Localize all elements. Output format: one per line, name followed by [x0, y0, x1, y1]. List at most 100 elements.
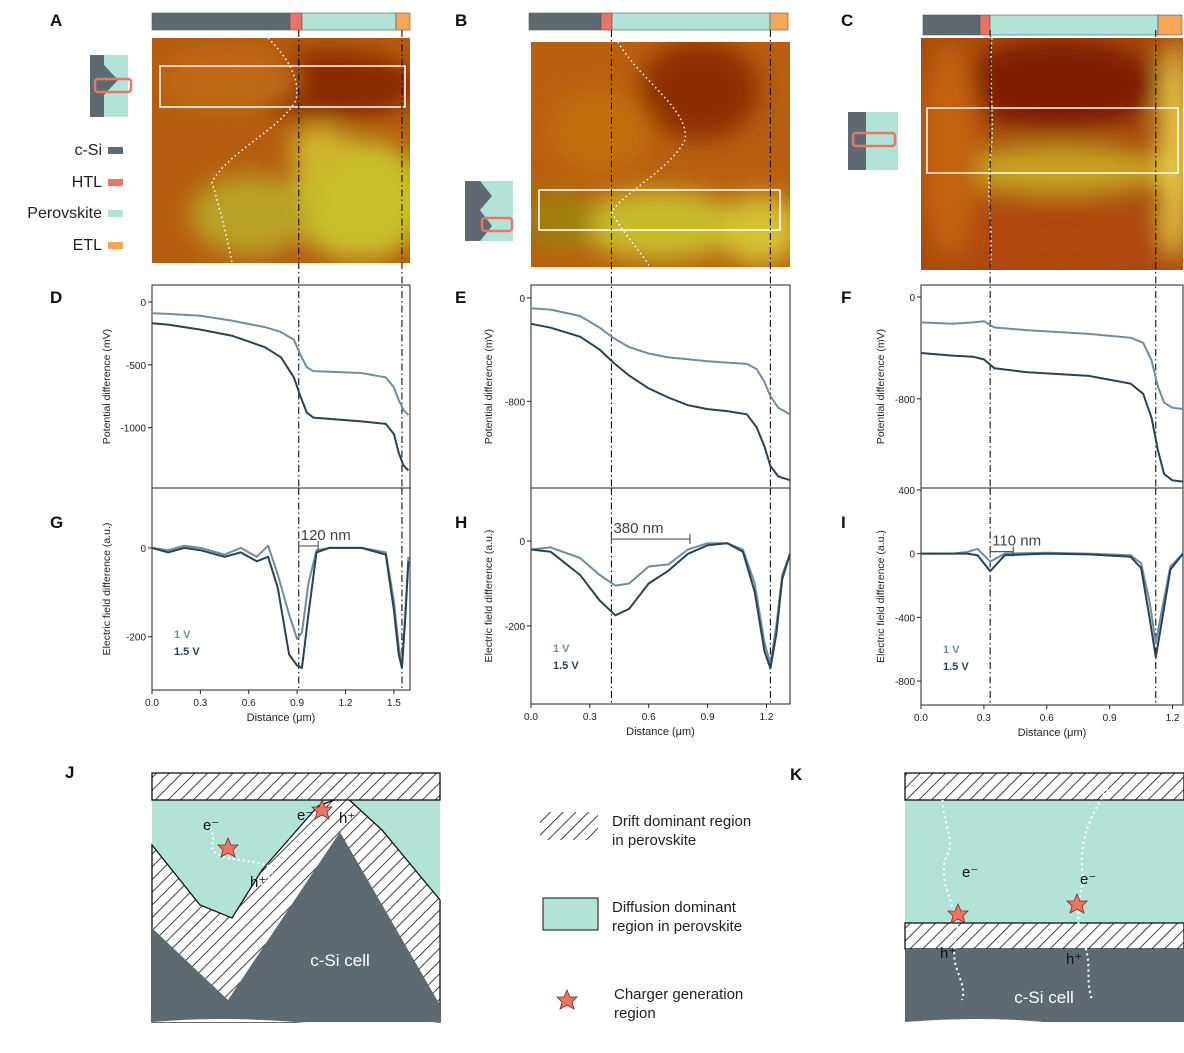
shape: [311, 798, 333, 820]
x-tick-label: 1.2: [1166, 713, 1180, 724]
y-tick-label: 0: [519, 294, 525, 305]
legend-symbol: [542, 897, 599, 931]
x-axis-label: Distance (μm): [1018, 727, 1087, 739]
y-tick-label: -800: [895, 677, 915, 688]
shape: [160, 50, 300, 110]
x-tick-label: 0.9: [701, 712, 715, 723]
x-tick-label: 0.6: [642, 712, 656, 723]
layer-bar: [979, 14, 991, 36]
legend-text: Diffusion dominant region in perovskite: [612, 899, 743, 935]
plot-frame: [530, 487, 791, 705]
panel-label: C: [841, 11, 853, 30]
x-tick-label: 0.0: [145, 698, 159, 709]
legend-text: Drift dominant region in perovskite: [612, 813, 752, 849]
data-line: [920, 352, 1184, 483]
annotation: 120 nm: [301, 527, 351, 544]
shape: [848, 112, 866, 170]
shape: [151, 772, 441, 801]
shape: [926, 107, 1179, 174]
shape: [941, 783, 965, 1001]
y-axis-label: Electric field difference (a.u.): [483, 530, 495, 663]
shape: [465, 181, 492, 241]
carrier-label: e⁻: [203, 817, 219, 834]
x-tick-label: 0.0: [914, 713, 928, 724]
shape: [152, 832, 440, 1022]
panel-label: I: [841, 513, 846, 532]
sample-icon: [848, 112, 898, 170]
layer-bar: [600, 12, 613, 31]
shape: [905, 1019, 1184, 1025]
shape: [1160, 40, 1183, 260]
shape: [217, 836, 239, 858]
y-axis-label: Potential difference (mV): [875, 329, 887, 444]
x-tick-label: 0.3: [193, 698, 207, 709]
afm-image: [152, 38, 410, 263]
x-tick-label: 0.3: [977, 713, 991, 724]
legend-symbol: [540, 812, 598, 840]
shape: [904, 922, 1184, 950]
data-line: [920, 320, 1184, 410]
shape: [611, 42, 686, 267]
panel-label: K: [790, 765, 803, 784]
substrate-label: c-Si cell: [1014, 988, 1074, 1007]
shape: [160, 50, 410, 260]
x-tick-label: 1.5: [387, 698, 401, 709]
y-axis-label: Potential difference (mV): [101, 329, 113, 444]
shape: [580, 190, 740, 260]
layer-bar: [989, 14, 1159, 36]
y-tick-label: -200: [505, 622, 525, 633]
data-line: [151, 546, 410, 669]
scale-bracket: [989, 546, 1014, 557]
x-tick-label: 0.9: [1103, 713, 1117, 724]
carrier-label: h⁺: [940, 945, 956, 962]
layer-legend-swatch: [108, 210, 123, 217]
layer-bar: [1157, 14, 1183, 36]
data-line: [530, 542, 791, 670]
sample-icon: [90, 55, 133, 117]
layer-bar: [528, 12, 602, 31]
shape: [921, 40, 1183, 270]
plot-frame: [151, 487, 411, 691]
annotation: 380 nm: [613, 520, 663, 537]
shape: [947, 902, 969, 924]
shape: [950, 205, 1170, 270]
x-axis-label: Distance (μm): [626, 726, 695, 738]
shape: [1066, 892, 1088, 914]
layer-legend-label: c-Si: [74, 142, 102, 159]
afm-image: [921, 38, 1183, 270]
x-tick-label: 1.2: [760, 712, 774, 723]
data-line: [530, 322, 791, 482]
legend-label: 1 V: [943, 644, 960, 656]
scale-bracket: [610, 534, 691, 545]
shape: [480, 216, 514, 233]
legend-label: 1 V: [553, 643, 570, 655]
legend-label: 1 V: [174, 629, 191, 641]
y-tick-label: 0: [909, 293, 915, 304]
layer-bar: [301, 12, 397, 31]
x-tick-label: 0.3: [583, 712, 597, 723]
y-tick-label: 0: [519, 537, 525, 548]
carrier-label: e⁻: [1080, 871, 1096, 888]
panel-label: A: [50, 11, 62, 30]
layer-legend-label: Perovskite: [27, 205, 102, 222]
y-tick-label: 400: [898, 486, 915, 497]
afm-image: [531, 42, 790, 267]
carrier-label: h⁺: [1066, 951, 1082, 968]
plot-frame: [920, 284, 1184, 489]
x-tick-label: 0.0: [524, 712, 538, 723]
shape: [531, 190, 595, 250]
substrate-label: c-Si cell: [310, 951, 370, 970]
carrier-label: h⁺: [339, 810, 355, 827]
panel-label: B: [455, 11, 467, 30]
legend-symbol: [556, 988, 578, 1010]
x-tick-label: 0.9: [290, 698, 304, 709]
shape: [921, 40, 980, 260]
y-tick-label: 0: [140, 298, 146, 309]
shape: [988, 38, 994, 270]
y-tick-label: -400: [895, 613, 915, 624]
shape: [950, 145, 1170, 195]
plot-frame: [530, 284, 791, 489]
panel-label: E: [455, 288, 466, 307]
shape: [93, 77, 133, 94]
panel-label: G: [50, 513, 63, 532]
